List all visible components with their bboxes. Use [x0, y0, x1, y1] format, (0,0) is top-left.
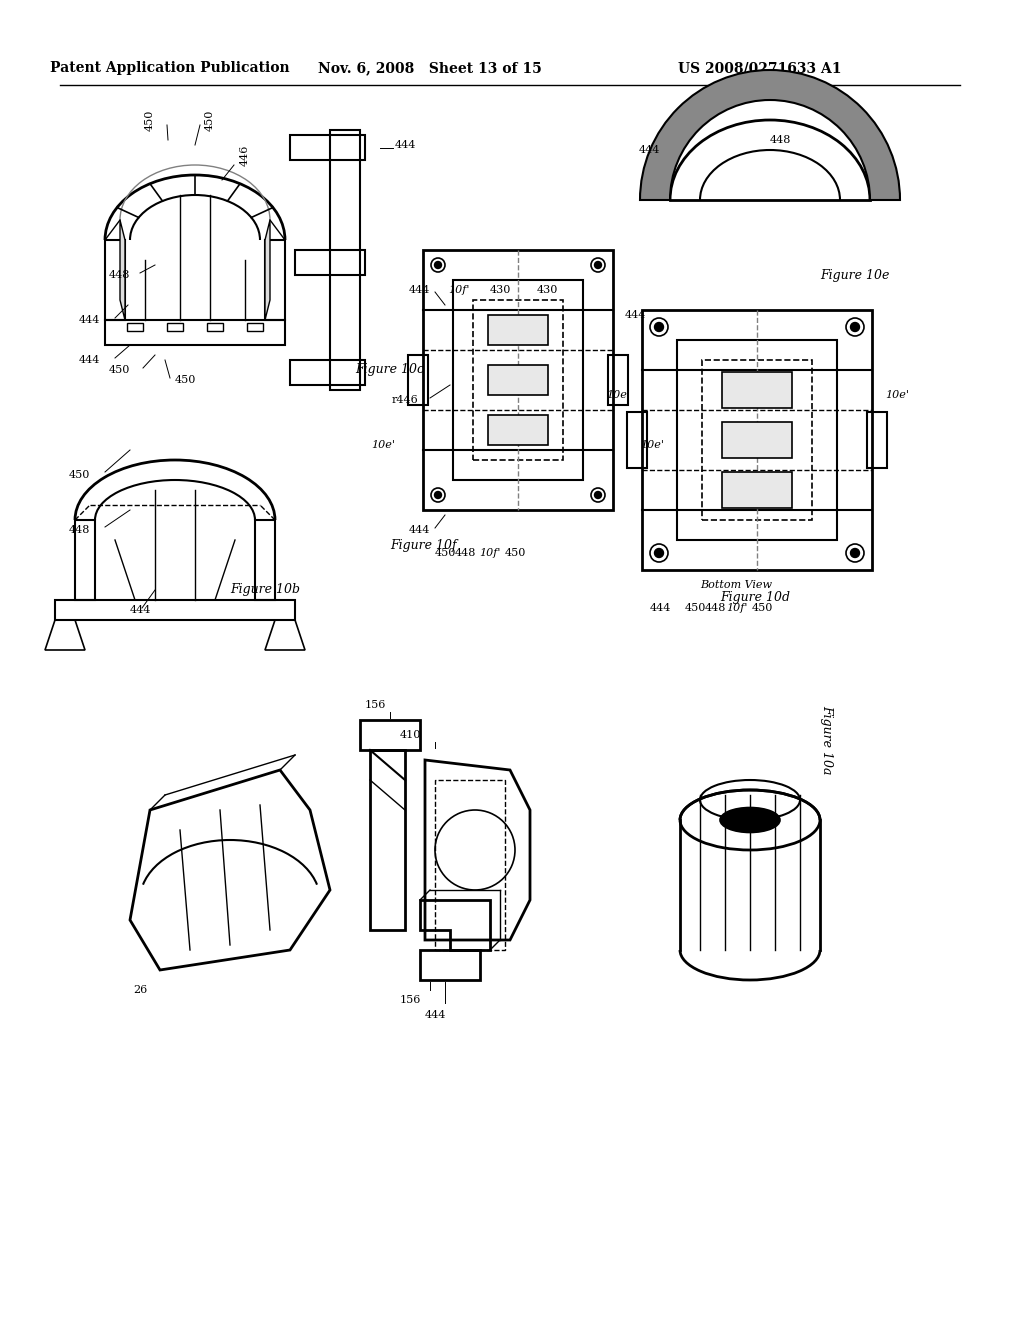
- Text: Figure 10b: Figure 10b: [230, 583, 300, 597]
- Text: Figure 10d: Figure 10d: [720, 591, 790, 605]
- Ellipse shape: [851, 322, 859, 331]
- Text: 450: 450: [145, 110, 155, 131]
- Bar: [473, 300, 563, 459]
- Text: Patent Application Publication: Patent Application Publication: [50, 61, 290, 75]
- Bar: [722, 422, 792, 458]
- Text: 156: 156: [400, 995, 421, 1005]
- Bar: [722, 372, 792, 408]
- Text: Figure 10c: Figure 10c: [355, 363, 424, 376]
- Text: 430: 430: [490, 285, 511, 294]
- Bar: [677, 341, 837, 540]
- Text: 10e': 10e': [640, 440, 664, 450]
- Text: 448: 448: [769, 135, 791, 145]
- Text: 450: 450: [175, 375, 197, 385]
- Text: 450: 450: [752, 603, 773, 612]
- Bar: [642, 310, 872, 570]
- Ellipse shape: [730, 813, 770, 828]
- Bar: [867, 412, 887, 469]
- Text: 10e': 10e': [371, 440, 395, 450]
- Text: 156: 156: [365, 700, 386, 710]
- Text: 444: 444: [649, 603, 671, 612]
- Bar: [423, 249, 613, 510]
- Bar: [207, 323, 223, 331]
- Bar: [627, 412, 647, 469]
- Bar: [453, 280, 583, 480]
- Text: 450: 450: [69, 470, 90, 480]
- Ellipse shape: [595, 491, 601, 499]
- Bar: [608, 355, 628, 405]
- Text: Nov. 6, 2008   Sheet 13 of 15: Nov. 6, 2008 Sheet 13 of 15: [318, 61, 542, 75]
- Text: 430: 430: [537, 285, 558, 294]
- Text: 444: 444: [79, 355, 100, 366]
- Ellipse shape: [720, 808, 780, 833]
- Text: 10f': 10f': [449, 285, 470, 294]
- Text: 10e': 10e': [606, 389, 630, 400]
- Bar: [127, 323, 143, 331]
- Ellipse shape: [851, 549, 859, 557]
- Text: 446: 446: [240, 144, 250, 166]
- Ellipse shape: [434, 491, 441, 499]
- Bar: [435, 780, 505, 950]
- Text: 448: 448: [109, 271, 130, 280]
- Polygon shape: [120, 220, 125, 319]
- Polygon shape: [265, 220, 270, 319]
- Bar: [167, 323, 183, 331]
- Text: 448: 448: [705, 603, 726, 612]
- Text: 26: 26: [133, 985, 147, 995]
- Text: 450: 450: [205, 110, 215, 131]
- Text: Figure 10f: Figure 10f: [390, 539, 457, 552]
- Bar: [408, 355, 428, 405]
- Text: Figure 10e: Figure 10e: [820, 268, 890, 281]
- Text: 444: 444: [79, 315, 100, 325]
- Text: Bottom View: Bottom View: [700, 579, 772, 590]
- Text: r446: r446: [391, 395, 418, 405]
- Text: 10e': 10e': [885, 389, 909, 400]
- Text: US 2008/0271633 A1: US 2008/0271633 A1: [678, 61, 842, 75]
- Text: 10f': 10f': [726, 603, 748, 612]
- Bar: [488, 366, 548, 395]
- Text: 444: 444: [395, 140, 417, 150]
- Text: 444: 444: [425, 1010, 446, 1020]
- Ellipse shape: [654, 322, 664, 331]
- Text: 444: 444: [625, 310, 646, 319]
- Text: 450: 450: [434, 548, 456, 558]
- Text: Figure 10a: Figure 10a: [820, 705, 833, 775]
- Text: 448: 448: [69, 525, 90, 535]
- Text: 444: 444: [409, 525, 430, 535]
- Text: 448: 448: [455, 548, 476, 558]
- Bar: [247, 323, 263, 331]
- Bar: [488, 315, 548, 345]
- Wedge shape: [640, 70, 900, 201]
- Text: 10f': 10f': [479, 548, 501, 558]
- Text: 444: 444: [130, 605, 152, 615]
- Bar: [702, 360, 812, 520]
- Text: 450: 450: [504, 548, 525, 558]
- Ellipse shape: [654, 549, 664, 557]
- Text: 444: 444: [639, 145, 660, 154]
- Bar: [488, 414, 548, 445]
- Text: 444: 444: [409, 285, 430, 294]
- Text: 410: 410: [400, 730, 421, 741]
- Ellipse shape: [595, 261, 601, 268]
- Ellipse shape: [434, 261, 441, 268]
- Bar: [722, 473, 792, 508]
- Text: 450: 450: [684, 603, 706, 612]
- Text: 450: 450: [109, 366, 130, 375]
